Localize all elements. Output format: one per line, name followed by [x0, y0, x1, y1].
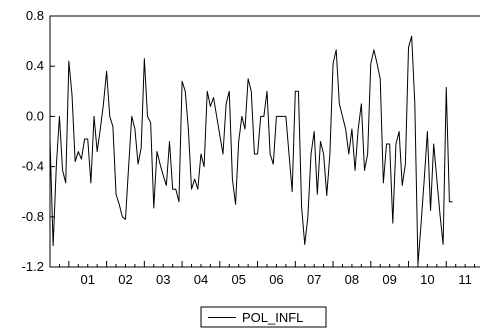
series-layer	[49, 35, 453, 265]
x-tick-label: 04	[194, 272, 208, 287]
y-tick-label: -0.8	[22, 209, 44, 224]
x-axis: 01 02 03 04 05 06 07 08 09 10 11	[49, 261, 476, 287]
y-tick-label: 0.4	[26, 58, 44, 73]
x-tick-label: 10	[420, 272, 434, 287]
x-tick-label: 08	[345, 272, 359, 287]
legend-box	[200, 306, 327, 328]
legend: POL_INFL	[200, 306, 327, 328]
x-tick-label: 06	[269, 272, 283, 287]
x-tick-label: 07	[307, 272, 321, 287]
x-tick-label: 03	[156, 272, 170, 287]
y-axis: 0.8 0.4 0.0 -0.4 -0.8 -1.2	[22, 8, 55, 274]
y-tick-label: -1.2	[22, 259, 44, 274]
legend-label-pol-infl: POL_INFL	[242, 310, 303, 325]
x-tick-label: 11	[458, 272, 472, 287]
series-line-pol-infl	[49, 35, 453, 265]
x-tick-label: 01	[81, 272, 95, 287]
y-tick-label: -0.4	[22, 159, 44, 174]
y-tick-label: 0.0	[26, 108, 44, 123]
y-tick-label: 0.8	[26, 8, 44, 23]
x-tick-label: 09	[382, 272, 396, 287]
x-tick-label: 05	[231, 272, 245, 287]
x-tick-label: 02	[118, 272, 132, 287]
